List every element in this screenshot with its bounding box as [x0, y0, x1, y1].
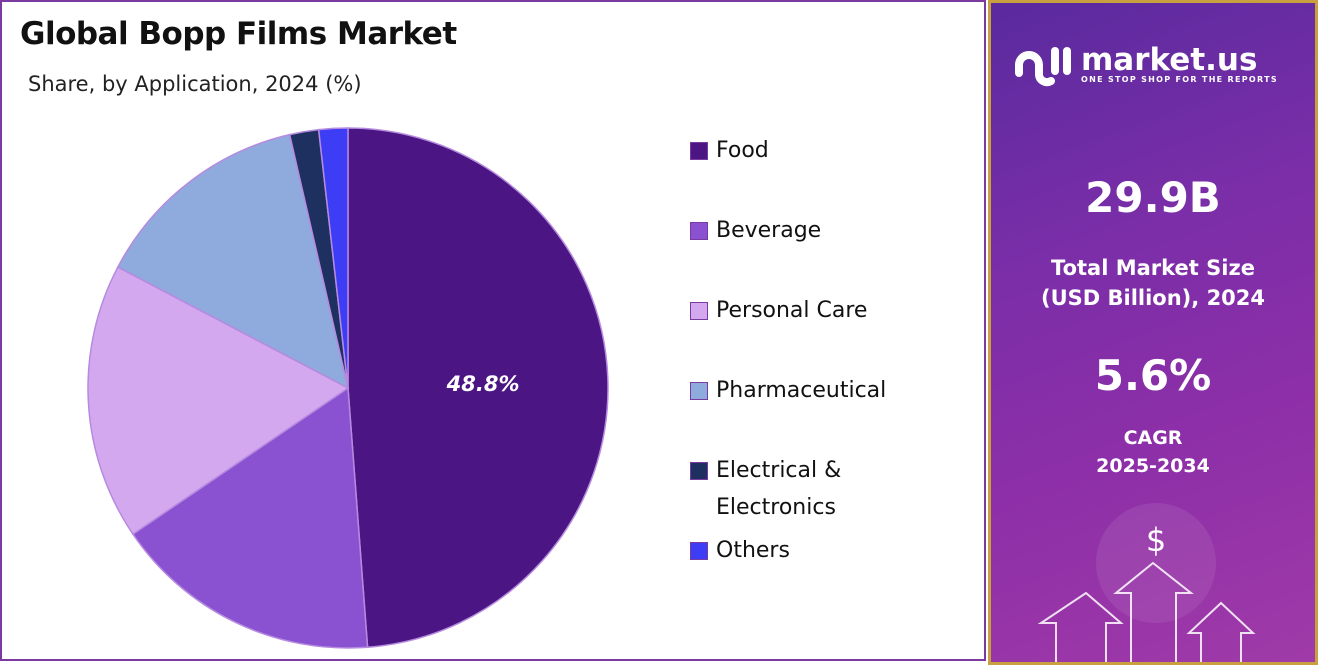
legend-item: Electrical & Electronics — [690, 452, 841, 526]
market-size-label-2: (USD Billion), 2024 — [1040, 286, 1266, 310]
market-size-label-1: Total Market Size — [1051, 256, 1255, 280]
cagr-label-1: CAGR — [1123, 427, 1183, 449]
market-size-value: 29.9B — [1085, 173, 1221, 222]
market-us-logo: market.us ONE STOP SHOP FOR THE REPORTS — [1011, 41, 1278, 87]
chart-subtitle: Share, by Application, 2024 (%) — [28, 72, 362, 96]
pie-chart: 48.8% — [87, 127, 609, 649]
brand-tagline: ONE STOP SHOP FOR THE REPORTS — [1081, 74, 1278, 84]
legend-label: Personal Care — [716, 298, 868, 323]
legend-swatch — [690, 142, 708, 160]
legend-item: Beverage — [690, 212, 821, 249]
legend-item: Personal Care — [690, 292, 867, 329]
legend-swatch — [690, 382, 708, 400]
legend-swatch — [690, 302, 708, 320]
chart-panel: Global Bopp Films Market Share, by Appli… — [0, 0, 986, 661]
legend-label: Beverage — [716, 218, 822, 243]
background-arrows-decoration: $ — [1037, 503, 1256, 662]
chart-title: Global Bopp Films Market — [20, 16, 457, 52]
dollar-icon: $ — [1146, 521, 1166, 559]
pie-slice-others — [317, 127, 349, 389]
brand-name: market.us — [1081, 41, 1258, 78]
legend-swatch — [690, 222, 708, 240]
legend-item: Food — [690, 132, 769, 169]
logo-icon — [1015, 47, 1071, 87]
legend-label: Electronics — [716, 495, 836, 520]
pie-slice-beverage — [131, 386, 369, 649]
cagr-value: 5.6% — [1094, 351, 1212, 400]
legend-item: Pharmaceutical — [690, 372, 886, 409]
legend-item: Others — [690, 532, 790, 569]
cagr-label-2: 2025-2034 — [1096, 455, 1210, 477]
legend-label: Others — [716, 538, 790, 563]
legend-swatch — [690, 462, 708, 480]
pie-slice-pharmaceutical — [116, 133, 350, 390]
legend-label: Food — [716, 138, 769, 163]
pie-slice-food — [347, 127, 609, 649]
legend-label: Electrical & — [716, 458, 842, 483]
pie-slice-personal-care — [87, 266, 350, 536]
data-label-0: 48.8% — [446, 372, 520, 396]
legend-swatch — [690, 542, 708, 560]
legend-label: Pharmaceutical — [716, 378, 887, 403]
summary-panel: $ market.us ONE STOP SHOP FOR THE REPORT… — [988, 0, 1318, 665]
